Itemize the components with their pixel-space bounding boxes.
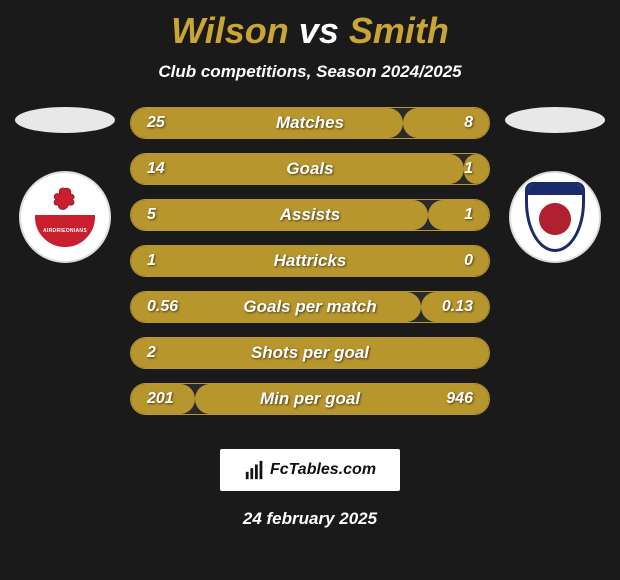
club1-logo: AIRDRIEONIANS xyxy=(19,171,111,263)
date-text: 24 february 2025 xyxy=(0,509,620,529)
player1-name: Wilson xyxy=(171,10,289,51)
stat-label: Matches xyxy=(131,113,489,133)
stat-label: Goals per match xyxy=(131,297,489,317)
stat-value-right: 8 xyxy=(464,114,473,132)
comparison-title: Wilson vs Smith xyxy=(0,0,620,52)
vs-text: vs xyxy=(299,10,339,51)
stat-value-right: 1 xyxy=(464,160,473,178)
stat-row: 14Goals1 xyxy=(130,153,490,185)
stat-row: 25Matches8 xyxy=(130,107,490,139)
airdrieonians-crest-icon: AIRDRIEONIANS xyxy=(33,185,97,249)
subtitle: Club competitions, Season 2024/2025 xyxy=(0,62,620,82)
player2-name: Smith xyxy=(349,10,449,51)
right-column xyxy=(500,107,610,429)
stat-row: 5Assists1 xyxy=(130,199,490,231)
stat-value-right: 1 xyxy=(464,206,473,224)
brand-logo: FcTables.com xyxy=(220,449,400,491)
left-column: AIRDRIEONIANS xyxy=(10,107,120,429)
stat-value-right: 0.13 xyxy=(442,298,473,316)
stat-row: 2Shots per goal xyxy=(130,337,490,369)
afc-banner-text: AIRDRIEONIANS xyxy=(43,228,87,234)
stats-column: 25Matches814Goals15Assists11Hattricks00.… xyxy=(120,107,500,429)
stat-label: Shots per goal xyxy=(131,343,489,363)
raith-crest-icon xyxy=(525,182,585,252)
stat-value-right: 946 xyxy=(446,390,473,408)
stat-label: Min per goal xyxy=(131,389,489,409)
player2-ellipse xyxy=(505,107,605,133)
brand-text: FcTables.com xyxy=(270,461,376,479)
main-layout: AIRDRIEONIANS 25Matches8 14Goals1 5Assists… xyxy=(0,107,620,429)
bars-icon xyxy=(244,459,266,481)
stat-value-right: 0 xyxy=(464,252,473,270)
shield-top xyxy=(528,185,582,195)
stat-row: 1Hattricks0 xyxy=(130,245,490,277)
lion-icon xyxy=(538,199,572,239)
stat-label: Goals xyxy=(131,159,489,179)
stat-label: Hattricks xyxy=(131,251,489,271)
afc-banner: AIRDRIEONIANS xyxy=(35,215,95,247)
stat-label: Assists xyxy=(131,205,489,225)
stat-row: 201Min per goal946 xyxy=(130,383,490,415)
club2-logo xyxy=(509,171,601,263)
player1-ellipse xyxy=(15,107,115,133)
stat-row: 0.56Goals per match0.13 xyxy=(130,291,490,323)
